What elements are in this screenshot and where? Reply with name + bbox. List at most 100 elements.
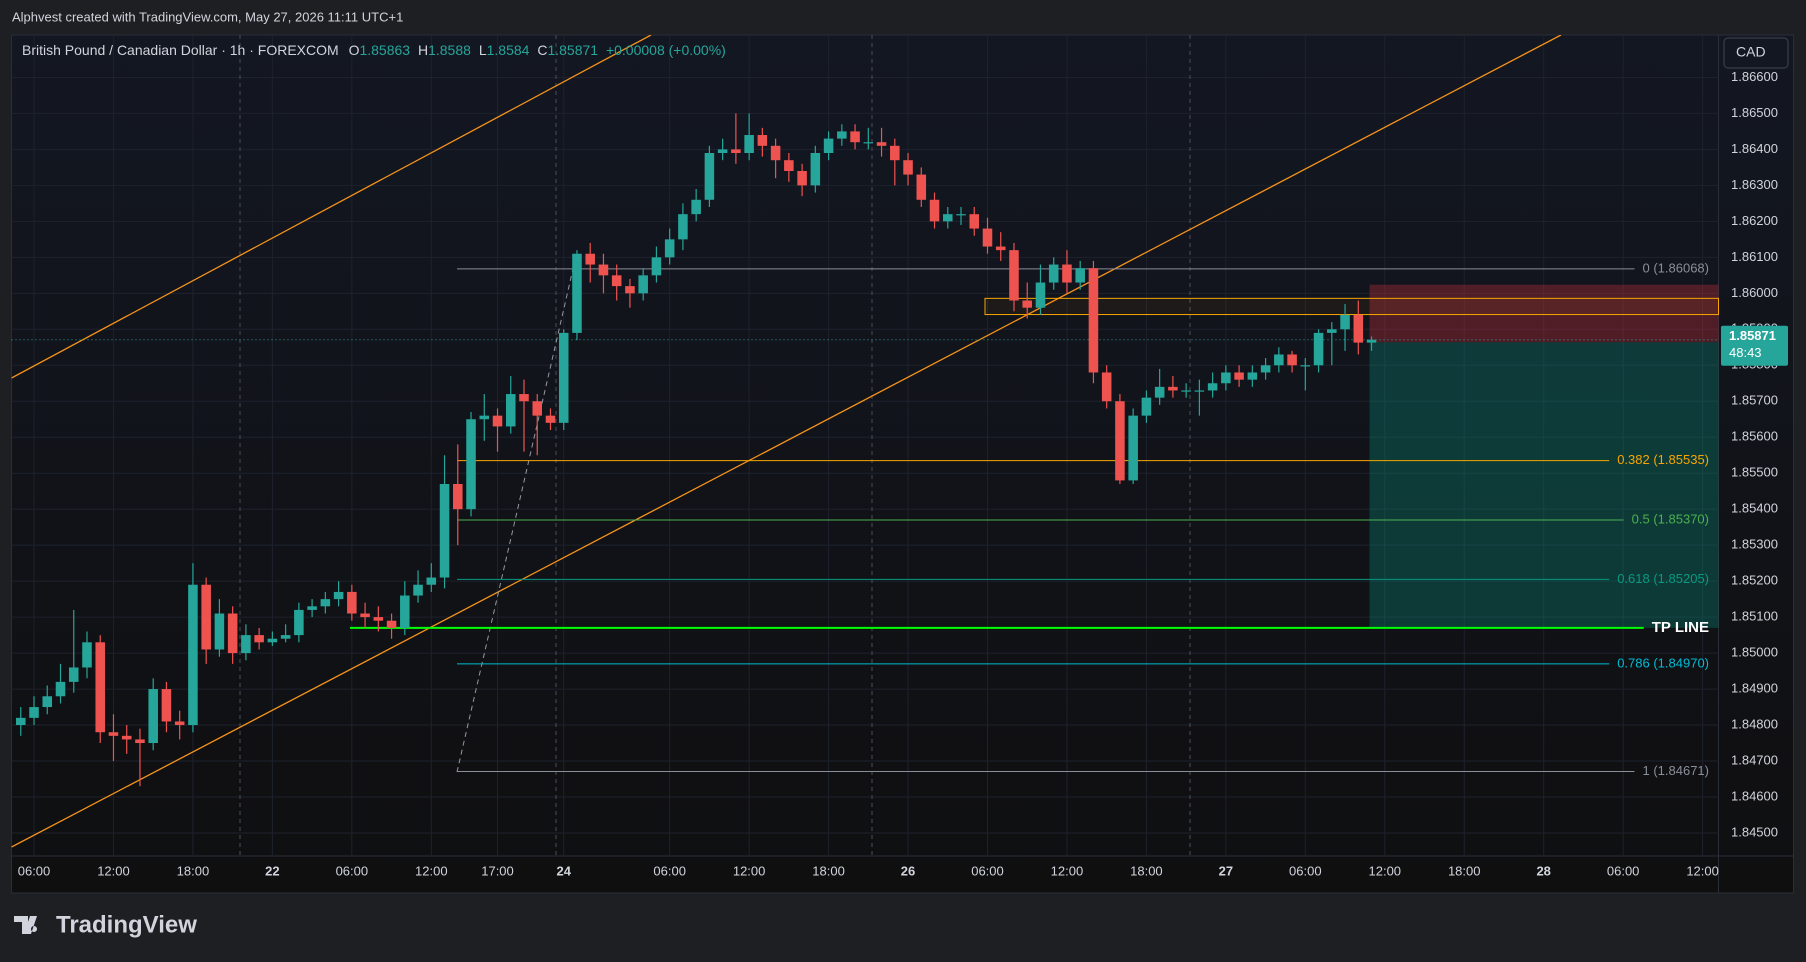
candle-body — [214, 613, 225, 650]
x-tick-label: 18:00 — [1448, 863, 1481, 878]
candle-body — [823, 138, 834, 154]
candle-body — [519, 394, 529, 402]
candle-body — [1062, 264, 1072, 283]
y-tick-label: 1.86500 — [1731, 105, 1778, 120]
candle-body — [135, 739, 145, 744]
candle-body — [1247, 372, 1258, 380]
x-tick-label: 24 — [556, 863, 571, 878]
candle-body — [545, 415, 556, 423]
candle-body — [1274, 354, 1284, 366]
x-tick-label: 26 — [901, 863, 915, 878]
price-tag-value: 1.85871 — [1729, 328, 1776, 343]
candle-body — [1366, 339, 1377, 343]
candle-body — [479, 415, 490, 420]
x-tick-label: 12:00 — [97, 863, 130, 878]
candle-body — [453, 483, 463, 510]
legend-h: H — [418, 42, 428, 58]
candle-body — [916, 174, 927, 200]
candle-body — [1022, 300, 1032, 308]
candle-body — [757, 135, 768, 146]
candle-body — [704, 153, 715, 200]
candle-body — [678, 214, 688, 240]
channel-upper — [11, 35, 652, 379]
candle-body — [1101, 372, 1112, 402]
currency-button-box[interactable] — [1723, 37, 1789, 69]
candle-body — [161, 689, 172, 722]
candle-body — [969, 214, 980, 229]
candle-body — [413, 584, 423, 596]
x-tick-label: 12:00 — [1369, 863, 1402, 878]
candle-body — [294, 609, 304, 636]
candle-body — [1327, 329, 1337, 333]
candle-body — [333, 591, 344, 600]
candle-body — [82, 642, 92, 668]
candle-body — [227, 613, 238, 654]
candle-body — [1260, 365, 1271, 373]
candle-body — [572, 253, 582, 333]
candle-body — [121, 735, 132, 740]
candle-body — [29, 707, 39, 718]
candle-body — [466, 419, 476, 510]
candle-body — [770, 145, 781, 161]
candle-body — [717, 149, 728, 154]
candle-body — [16, 717, 26, 726]
legend: British Pound / Canadian Dollar · 1h · F… — [22, 42, 726, 58]
target-zone — [1369, 342, 1719, 628]
currency-button[interactable]: CAD — [1723, 37, 1789, 69]
y-tick-label: 1.84700 — [1731, 752, 1778, 767]
legend-o: O — [349, 42, 360, 58]
candle-body — [68, 667, 79, 682]
candle-body — [1300, 365, 1311, 367]
candle-body — [558, 332, 569, 423]
candle-body — [505, 394, 516, 427]
candle-body — [850, 131, 860, 143]
x-tick-label: 12:00 — [1686, 863, 1719, 878]
overlays: 0 (1.86068) 0.382 (1.85535) 0.5 (1.85370) 0… — [11, 260, 1719, 778]
candle-body — [1048, 264, 1059, 283]
header-text: Alphvest created with TradingView.com, M… — [12, 9, 403, 24]
fib-label: 0.786 (1.84970) — [1617, 655, 1709, 670]
candle-body — [664, 239, 675, 258]
y-tick-label: 1.86000 — [1731, 285, 1778, 300]
y-tick-label: 1.86200 — [1731, 213, 1778, 228]
fib-trend — [456, 255, 577, 773]
candle-body — [585, 253, 595, 265]
candle-body — [744, 135, 754, 154]
x-tick-label: 28 — [1536, 863, 1550, 878]
candle-body — [611, 275, 622, 287]
y-tick-label: 1.85400 — [1731, 501, 1778, 516]
x-tick-label: 18:00 — [177, 863, 210, 878]
candle-body — [1141, 397, 1152, 416]
y-tick-label: 1.85600 — [1731, 429, 1778, 444]
candle-body — [108, 732, 119, 736]
candle-body — [201, 584, 211, 650]
candle-body — [598, 264, 609, 276]
fib-label: 0 (1.86068) — [1643, 260, 1710, 275]
candle-body — [188, 584, 198, 726]
x-tick-label: 22 — [265, 863, 279, 878]
candle-body — [982, 228, 993, 247]
y-tick-label: 1.85100 — [1731, 609, 1778, 624]
price-tag-box — [1721, 325, 1788, 366]
candle-body — [386, 620, 397, 628]
candle-body — [691, 199, 701, 215]
candle-body — [625, 286, 635, 294]
candle-body — [1088, 268, 1099, 373]
candle-body — [532, 401, 543, 416]
legend-high: 1.8588 — [428, 42, 471, 58]
candle-body — [638, 275, 648, 294]
candle-body — [837, 131, 847, 139]
y-tick-label: 1.85300 — [1731, 537, 1778, 552]
candle-body — [1313, 332, 1324, 366]
y-tick-label: 1.86400 — [1731, 141, 1778, 156]
candle-body — [1154, 386, 1165, 398]
x-tick-label: 18:00 — [1130, 863, 1163, 878]
candle-body — [148, 689, 158, 744]
stop-zone — [1369, 284, 1719, 343]
y-tick-label: 1.85700 — [1731, 393, 1778, 408]
candle-body — [1009, 250, 1019, 301]
legend-low: 1.8584 — [487, 42, 530, 58]
candle-body — [797, 170, 807, 186]
x-tick-label: 17:00 — [481, 863, 514, 878]
currency-button-label[interactable]: CAD — [1736, 44, 1766, 60]
